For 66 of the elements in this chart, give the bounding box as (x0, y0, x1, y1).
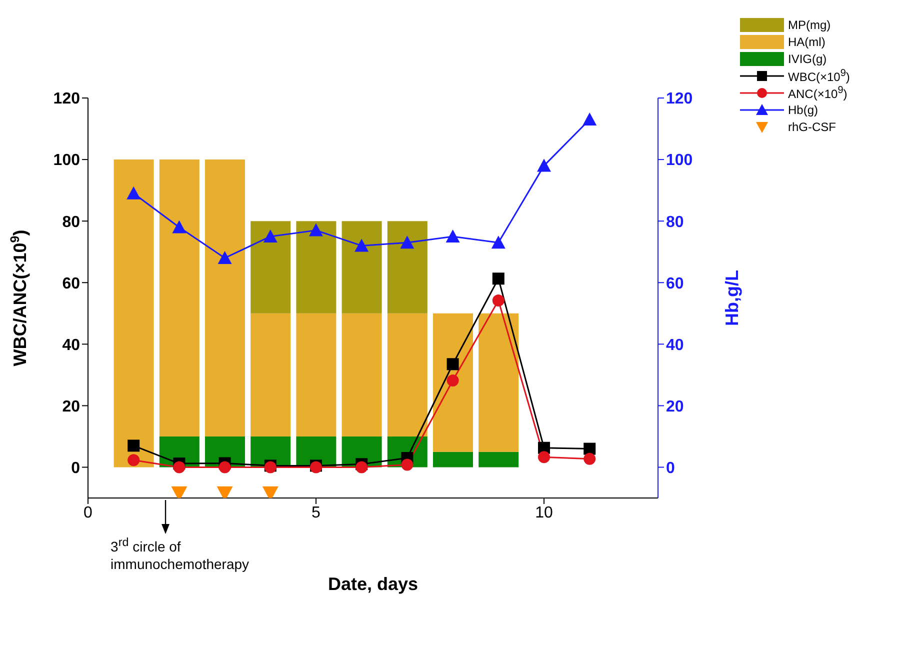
point (128, 440, 140, 452)
point (356, 461, 368, 474)
y-tick-label: 60 (62, 275, 80, 292)
point (446, 229, 460, 242)
bar (478, 313, 519, 452)
point (218, 461, 231, 474)
bar (205, 160, 245, 436)
bar (114, 160, 154, 468)
bar (296, 221, 336, 314)
bar (296, 313, 336, 436)
legend-label: IVIG(g) (788, 52, 827, 66)
point (538, 451, 550, 464)
point (492, 272, 504, 285)
legend-label: ANC(×10$^{9}$) (788, 84, 848, 100)
point (584, 442, 596, 455)
point (172, 220, 186, 234)
point (309, 223, 323, 236)
y-tick-label: 120 (53, 90, 80, 108)
point (263, 229, 278, 242)
point (354, 238, 369, 252)
point (173, 461, 186, 474)
bar (342, 221, 382, 314)
y-tick-label: 20 (62, 398, 80, 416)
point (446, 374, 459, 386)
point (401, 458, 414, 471)
y-tick-label: 80 (62, 214, 80, 231)
bar (159, 160, 200, 436)
y-tick-label: 100 (53, 152, 80, 170)
point (584, 452, 596, 465)
point (537, 158, 551, 172)
bar (387, 221, 428, 314)
point (492, 294, 504, 306)
bar (433, 452, 473, 468)
text: 3$^{rd}$ circle of immunochemotherapy (110, 535, 250, 573)
y2-tick-label: 80 (666, 214, 684, 231)
point (491, 236, 506, 249)
bar (250, 221, 291, 314)
point (126, 186, 141, 200)
y2-tick-label: 120 (666, 90, 693, 108)
x-tick-label: 0 (84, 504, 93, 522)
y2-tick-label: 60 (666, 275, 684, 292)
y2-tick-label: 40 (666, 336, 684, 354)
x-tick-label: 10 (535, 504, 553, 522)
bar (342, 313, 382, 436)
legend-label: HA(ml) (788, 34, 826, 48)
y-tick-label: 40 (62, 336, 80, 354)
bar (433, 313, 473, 452)
point (400, 236, 414, 249)
y2-axis-title: Hb,g/L (722, 270, 742, 326)
x-axis-title: Date, days (328, 574, 418, 594)
bar (250, 313, 291, 436)
legend-label: rhG-CSF (788, 120, 836, 134)
point (128, 454, 140, 466)
bar (478, 452, 519, 468)
y2-tick-label: 0 (666, 460, 675, 477)
point (446, 358, 459, 370)
legend-label: WBC(×10$^{9}$) (788, 68, 850, 84)
y2-tick-label: 100 (666, 152, 693, 170)
bar (387, 313, 428, 436)
point (218, 251, 232, 264)
legend-label: MP(mg) (788, 18, 831, 32)
legend-label: Hb(g) (788, 102, 818, 116)
x-tick-label: 5 (312, 504, 321, 522)
y2-tick-label: 20 (666, 398, 684, 416)
point (582, 112, 597, 126)
y-tick-label: 0 (71, 460, 80, 477)
